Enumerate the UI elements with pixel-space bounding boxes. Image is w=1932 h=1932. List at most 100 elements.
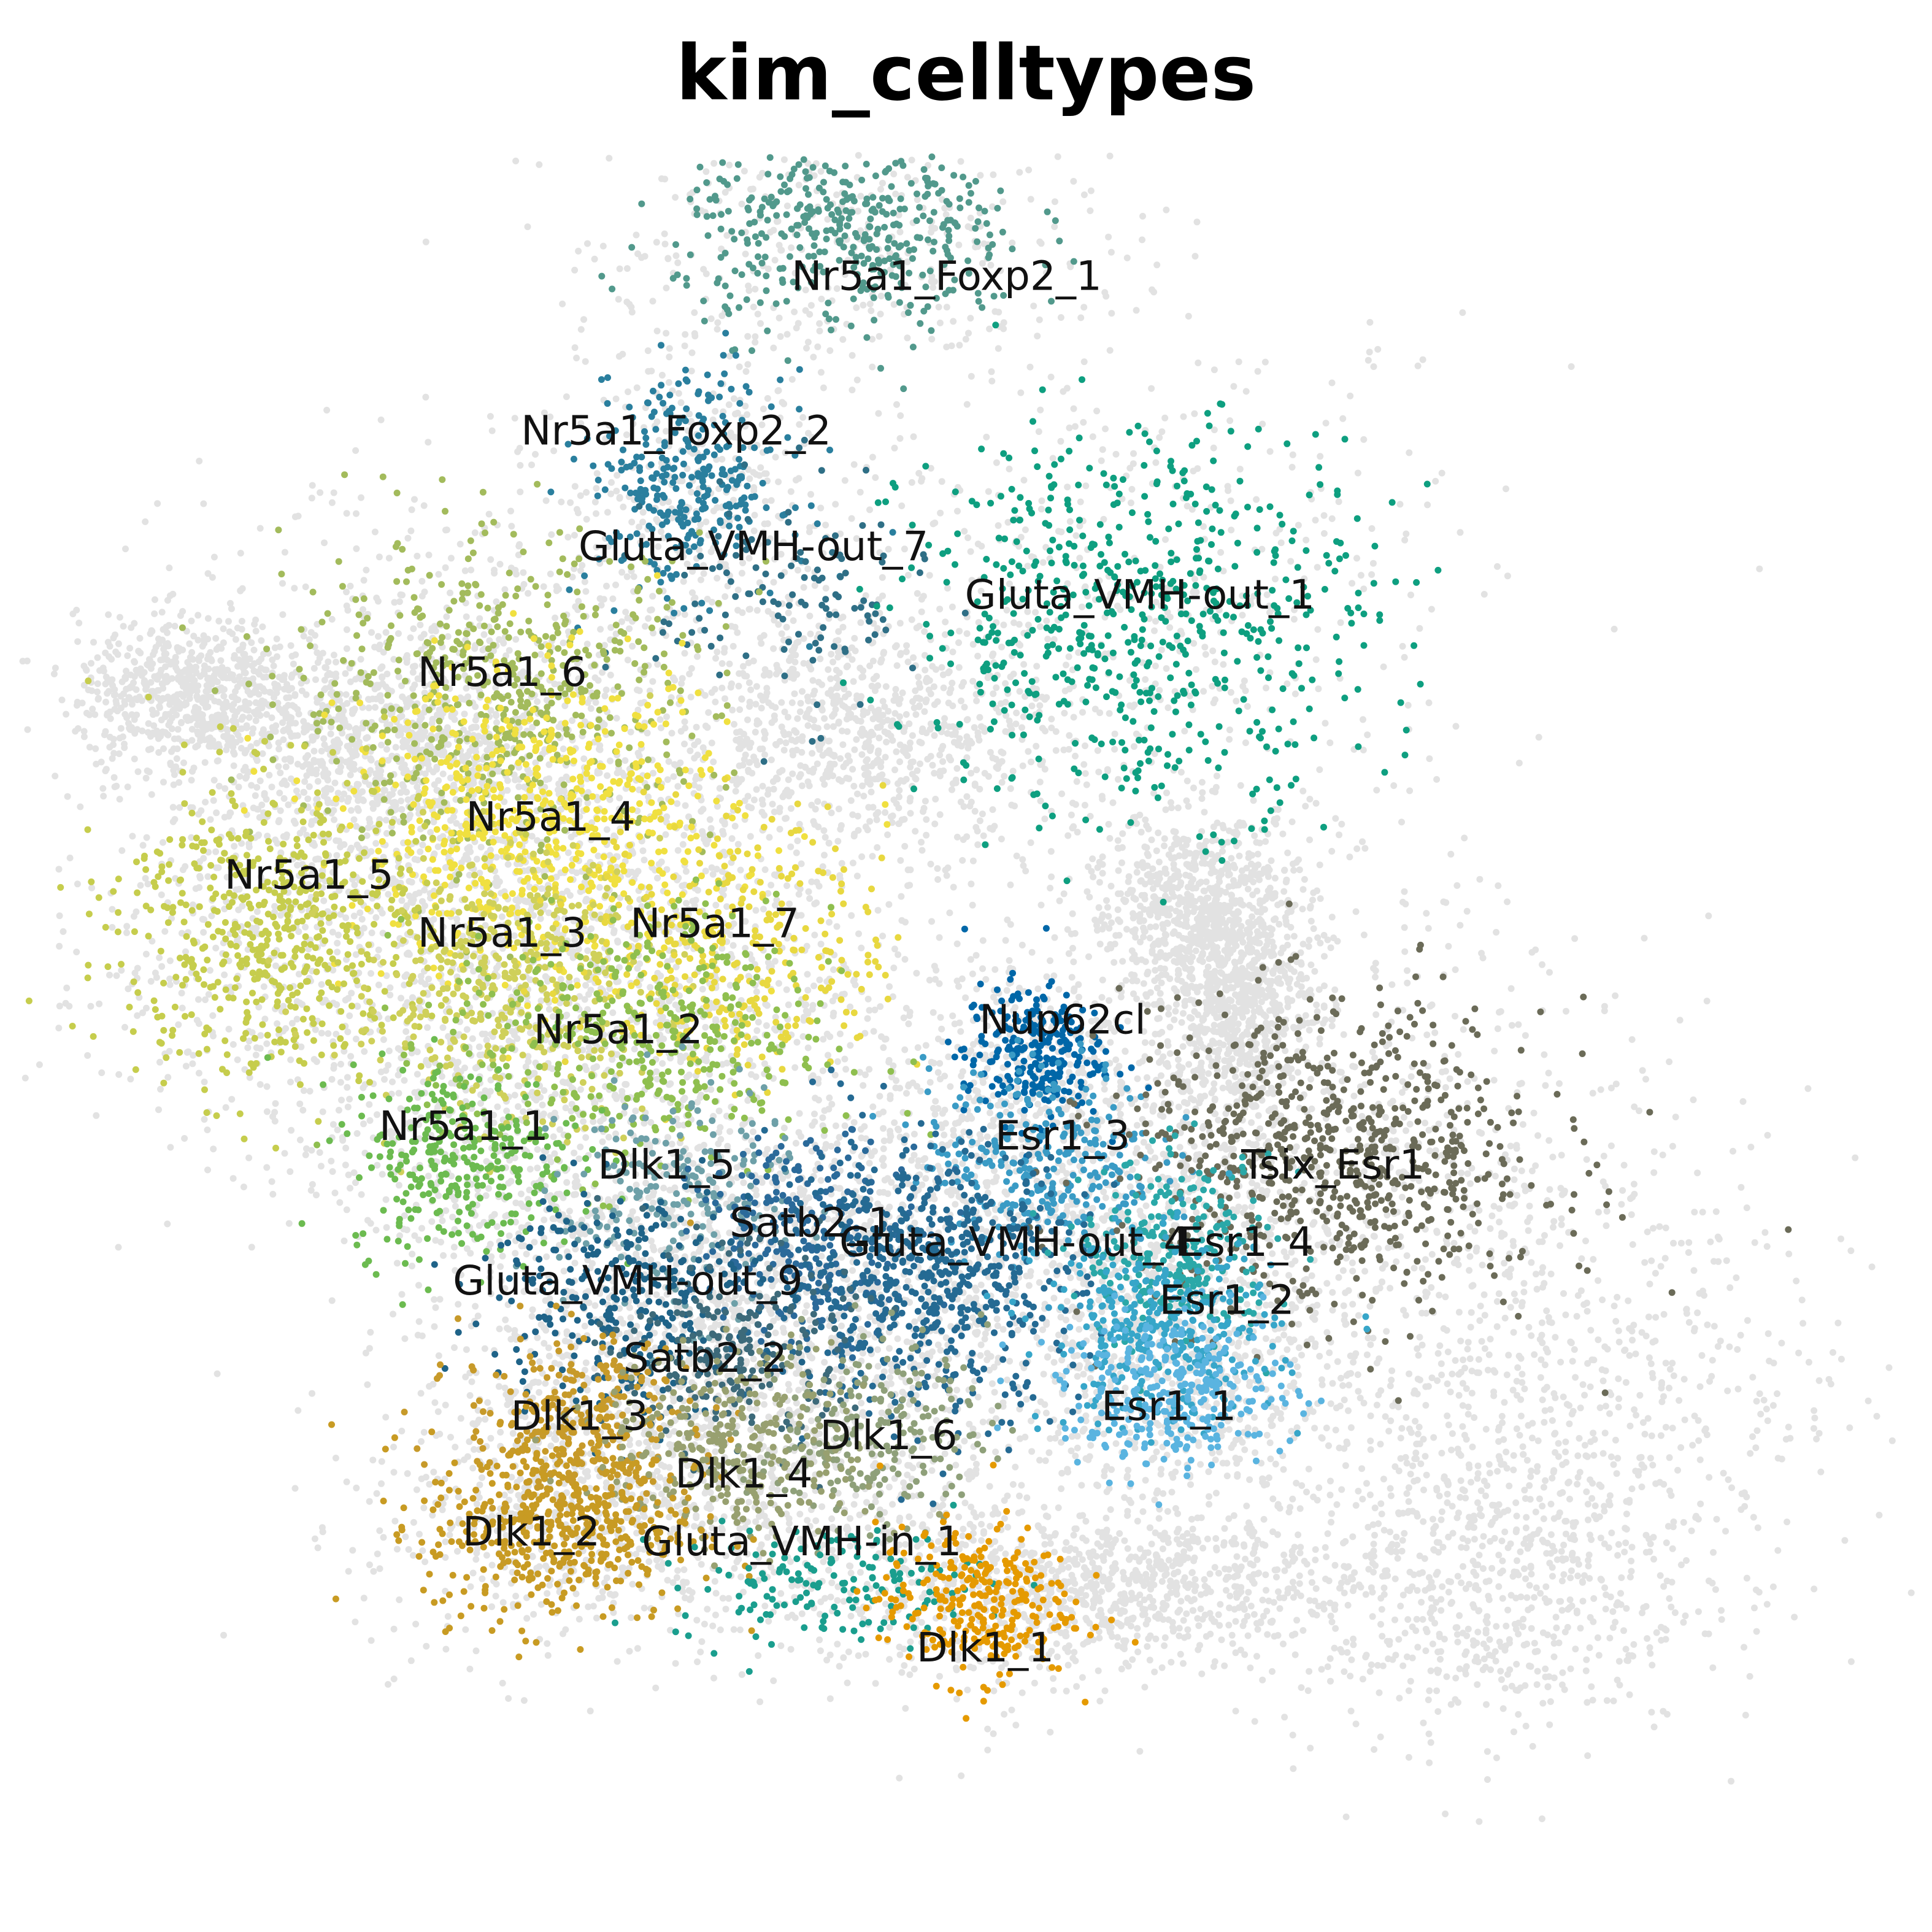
background-point <box>658 175 665 182</box>
background-point <box>234 1056 241 1063</box>
background-point <box>1210 366 1218 374</box>
background-point <box>338 1096 345 1104</box>
background-point <box>750 469 757 476</box>
background-point <box>1041 815 1049 823</box>
background-point <box>564 849 572 856</box>
background-point <box>603 582 610 590</box>
background-point <box>567 499 574 506</box>
background-point <box>528 461 535 469</box>
background-point <box>804 339 812 346</box>
background-point <box>679 882 686 890</box>
background-point <box>1244 702 1251 710</box>
background-point <box>826 347 834 354</box>
background-point <box>904 334 911 342</box>
background-point <box>129 833 136 840</box>
background-point <box>615 296 622 303</box>
background-point <box>428 1218 436 1225</box>
background-point <box>1109 799 1117 806</box>
background-point <box>849 387 856 394</box>
background-point <box>56 912 63 920</box>
background-point <box>663 428 669 435</box>
background-point <box>342 1144 350 1152</box>
background-point <box>771 958 779 965</box>
background-point <box>597 1118 604 1125</box>
background-point <box>898 893 905 900</box>
background-point <box>63 984 71 991</box>
background-point <box>300 1087 307 1095</box>
background-point <box>343 1206 350 1214</box>
background-point <box>745 282 752 290</box>
background-point <box>848 515 855 522</box>
background-point <box>1328 379 1336 387</box>
background-point <box>1080 418 1087 426</box>
background-point <box>328 1076 336 1083</box>
background-point <box>680 578 687 585</box>
background-point <box>1081 801 1088 809</box>
background-point <box>953 977 961 985</box>
background-point <box>780 400 788 407</box>
background-point <box>967 548 974 555</box>
background-point <box>390 1310 396 1318</box>
background-point <box>866 506 873 514</box>
background-point <box>770 226 777 234</box>
background-point <box>195 1069 202 1077</box>
background-point <box>655 437 663 444</box>
background-point <box>375 553 383 561</box>
background-point <box>866 1066 873 1073</box>
background-point <box>335 931 342 939</box>
background-point <box>795 182 802 189</box>
background-point <box>618 569 626 576</box>
background-point <box>928 918 935 925</box>
background-point <box>1070 178 1077 185</box>
background-point <box>182 863 189 870</box>
background-point <box>783 882 790 890</box>
background-point <box>271 1109 279 1116</box>
background-point <box>1312 799 1320 807</box>
background-point <box>1233 698 1240 705</box>
background-point <box>1158 646 1165 653</box>
background-point <box>133 908 140 915</box>
background-point <box>1180 413 1187 420</box>
background-point <box>377 1068 385 1076</box>
background-point <box>995 345 1002 352</box>
background-point <box>964 534 972 541</box>
background-point <box>661 230 668 237</box>
background-point <box>833 191 841 198</box>
background-point <box>577 492 584 499</box>
background-point <box>383 1224 390 1231</box>
background-point <box>334 949 341 956</box>
background-point <box>1235 358 1242 366</box>
background-point <box>1407 591 1414 599</box>
background-point <box>979 937 987 944</box>
background-point <box>158 891 165 898</box>
background-point <box>816 320 823 327</box>
background-point <box>813 899 820 906</box>
background-point <box>1354 469 1361 477</box>
background-point <box>809 434 816 441</box>
background-point <box>1289 451 1296 458</box>
background-point <box>373 595 380 602</box>
background-point <box>335 1107 342 1114</box>
background-point <box>1163 206 1170 214</box>
background-point <box>1666 1058 1673 1066</box>
background-point <box>1515 760 1523 767</box>
background-point <box>957 158 964 165</box>
background-point <box>891 444 898 452</box>
background-point <box>954 507 961 515</box>
background-point <box>98 1069 106 1076</box>
background-point <box>1329 1289 1336 1296</box>
background-point <box>346 1012 353 1020</box>
background-point <box>1080 304 1088 311</box>
background-point <box>793 1039 801 1046</box>
background-point <box>1175 1103 1182 1110</box>
background-point <box>407 634 414 641</box>
background-point <box>807 302 815 309</box>
background-point <box>1446 1075 1453 1082</box>
background-point <box>237 550 244 557</box>
background-point <box>109 906 116 913</box>
background-point <box>912 828 919 835</box>
background-point <box>972 952 980 959</box>
background-point <box>739 560 746 566</box>
background-point <box>666 998 673 1005</box>
background-point <box>1226 736 1233 743</box>
